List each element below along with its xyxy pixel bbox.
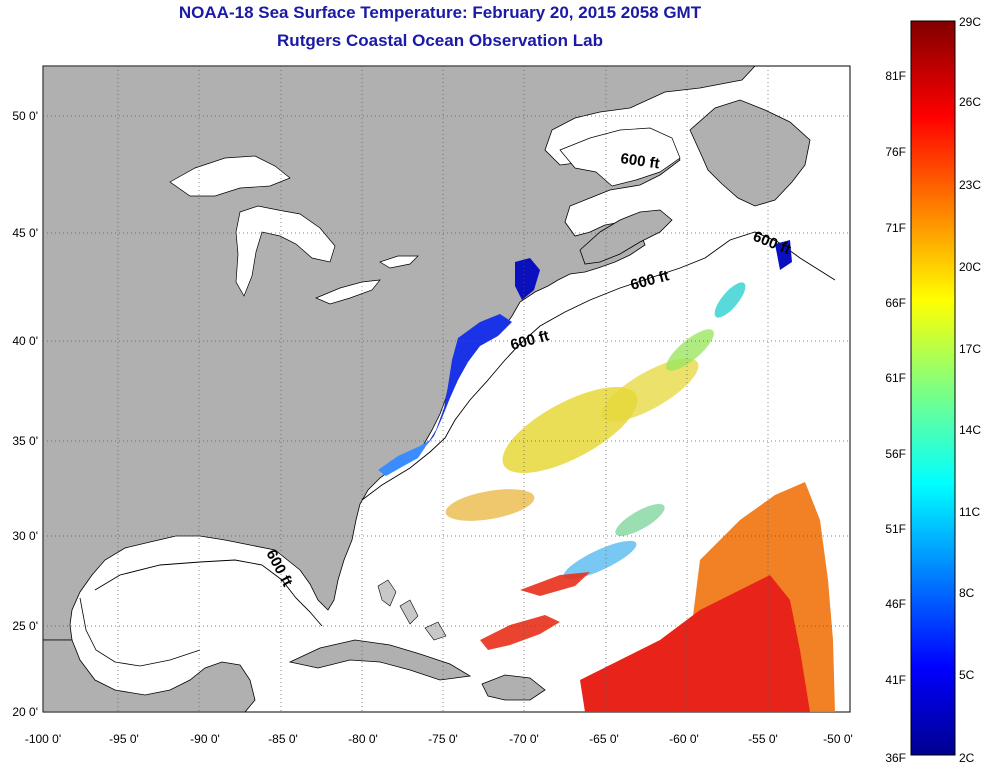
land-nova-scotia — [579, 209, 673, 265]
contour-label-stlawrence: 600 ft — [619, 150, 660, 172]
lon-tick-label: -75 0' — [428, 732, 458, 746]
sst-carolina-cold — [378, 440, 430, 476]
colorbar-celsius-labels: 29C 26C 23C 20C 17C 14C 11C 8C 5C 2C — [959, 15, 981, 765]
colorbar-c-label: 20C — [959, 260, 981, 274]
lon-tick-label: -60 0' — [669, 732, 699, 746]
land-yucatan — [43, 639, 256, 712]
colorbar-c-label: 14C — [959, 423, 981, 437]
sst-coastal-cold — [426, 314, 512, 446]
colorbar-f-label: 51F — [885, 522, 906, 536]
lon-tick-label: -100 0' — [25, 732, 61, 746]
colorbar-c-label: 26C — [959, 95, 981, 109]
colorbar-f-label: 71F — [885, 221, 906, 235]
lat-tick-label: 40 0' — [12, 334, 38, 348]
colorbar-f-label: 56F — [885, 447, 906, 461]
lat-tick-label: 45 0' — [12, 226, 38, 240]
colorbar-f-label: 41F — [885, 673, 906, 687]
colorbar-f-label: 66F — [885, 296, 906, 310]
land-bahamas — [377, 579, 447, 641]
colorbar-f-label: 76F — [885, 145, 906, 159]
colorbar-c-label: 11C — [959, 505, 980, 519]
colorbar-c-label: 2C — [959, 751, 975, 765]
lat-tick-label: 20 0' — [12, 705, 38, 719]
sst-warm-red-patch — [480, 572, 590, 650]
lon-tick-label: -85 0' — [268, 732, 298, 746]
lon-tick-label: -70 0' — [509, 732, 539, 746]
colorbar-c-label: 17C — [959, 342, 981, 356]
map-title: NOAA-18 Sea Surface Temperature: Februar… — [178, 3, 702, 22]
lake-erie-ontario — [315, 255, 419, 305]
colorbar-f-label: 61F — [885, 371, 906, 385]
sst-warm-red — [580, 575, 810, 712]
latitude-axis: 50 0' 45 0' 40 0' 35 0' 30 0' 25 0' 20 0… — [12, 109, 38, 719]
longitude-axis: -100 0' -95 0' -90 0' -85 0' -80 0' -75 … — [25, 732, 853, 746]
lon-tick-label: -80 0' — [348, 732, 378, 746]
colorbar-f-label: 36F — [885, 751, 906, 765]
gulf-st-lawrence — [559, 127, 681, 187]
lon-tick-label: -95 0' — [109, 732, 139, 746]
land-hispaniola — [481, 674, 546, 701]
colorbar-f-label: 81F — [885, 69, 906, 83]
temperature-colorbar — [910, 20, 956, 756]
lon-tick-label: -65 0' — [589, 732, 619, 746]
land-newfoundland — [689, 99, 811, 207]
sst-yellow-band — [445, 358, 699, 521]
map-subtitle: Rutgers Coastal Ocean Observation Lab — [277, 31, 603, 50]
lake-superior — [169, 155, 291, 197]
colorbar-fahrenheit-labels: 81F 76F 71F 66F 61F 56F 51F 46F 41F 36F — [885, 69, 906, 765]
lon-tick-label: -55 0' — [748, 732, 778, 746]
colorbar-f-label: 46F — [885, 597, 906, 611]
shelf-contour — [94, 231, 836, 627]
colorbar-c-label: 23C — [959, 178, 981, 192]
lat-tick-label: 30 0' — [12, 529, 38, 543]
lake-michigan-huron — [235, 205, 336, 297]
land-cuba — [288, 639, 472, 681]
colorbar-c-label: 8C — [959, 586, 975, 600]
lat-tick-label: 35 0' — [12, 434, 38, 448]
sst-green-cyan — [563, 282, 746, 580]
lon-tick-label: -50 0' — [823, 732, 853, 746]
gulf-shelf-contour — [79, 597, 201, 667]
lon-tick-label: -90 0' — [190, 732, 220, 746]
lat-tick-label: 25 0' — [12, 619, 38, 633]
colorbar-c-label: 5C — [959, 668, 975, 682]
lat-tick-label: 50 0' — [12, 109, 38, 123]
graticule — [43, 66, 850, 712]
colorbar-c-label: 29C — [959, 15, 981, 29]
